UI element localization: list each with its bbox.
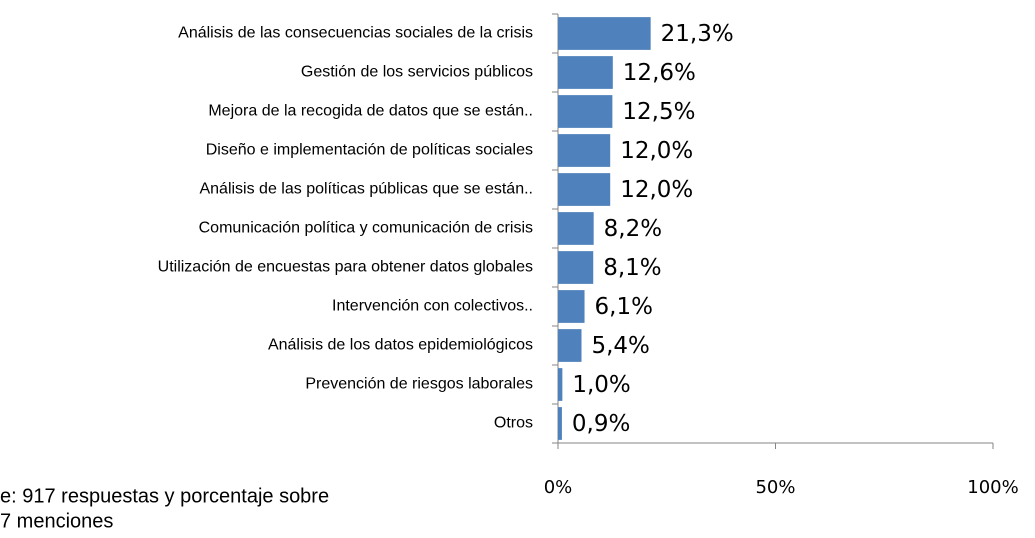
value-label: 8,2% [604, 216, 662, 242]
x-tick-label: 0% [544, 477, 573, 498]
bar [558, 368, 563, 401]
category-label: Análisis de las políticas públicas que s… [199, 181, 533, 198]
bar [558, 290, 585, 323]
bar [558, 212, 594, 245]
bar [558, 407, 562, 440]
x-tick-label: 50% [755, 477, 795, 498]
bar [558, 17, 651, 50]
bar [558, 173, 611, 206]
category-label: Mejora de la recogida de datos que se es… [208, 103, 533, 120]
category-label: Análisis de las consecuencias sociales d… [178, 25, 533, 42]
category-label: Intervención con colectivos.. [332, 298, 533, 315]
value-label: 8,1% [603, 255, 661, 281]
footnote: e: 917 respuestas y porcentaje sobre [0, 485, 329, 507]
value-label: 21,3% [661, 21, 734, 47]
value-label: 0,9% [572, 411, 630, 437]
bar [558, 251, 594, 284]
value-label: 12,6% [623, 60, 696, 86]
value-label: 12,0% [620, 138, 693, 164]
category-label: Análisis de los datos epidemiológicos [268, 337, 533, 354]
value-label: 12,0% [620, 177, 693, 203]
value-label: 1,0% [572, 372, 630, 398]
category-label: Prevención de riesgos laborales [305, 376, 533, 393]
value-label: 5,4% [591, 333, 649, 359]
footnote: 7 menciones [0, 510, 113, 532]
bar [558, 134, 611, 167]
bar [558, 329, 582, 362]
x-tick-label: 100% [967, 477, 1018, 498]
category-label: Diseño e implementación de políticas soc… [206, 142, 533, 159]
category-label: Otros [494, 415, 533, 432]
category-label: Gestión de los servicios públicos [301, 64, 533, 81]
bar [558, 95, 613, 128]
value-label: 12,5% [622, 99, 695, 125]
bar [558, 56, 613, 89]
category-label: Comunicación política y comunicación de … [199, 220, 533, 237]
category-label: Utilización de encuestas para obtener da… [158, 259, 533, 276]
value-label: 6,1% [595, 294, 653, 320]
